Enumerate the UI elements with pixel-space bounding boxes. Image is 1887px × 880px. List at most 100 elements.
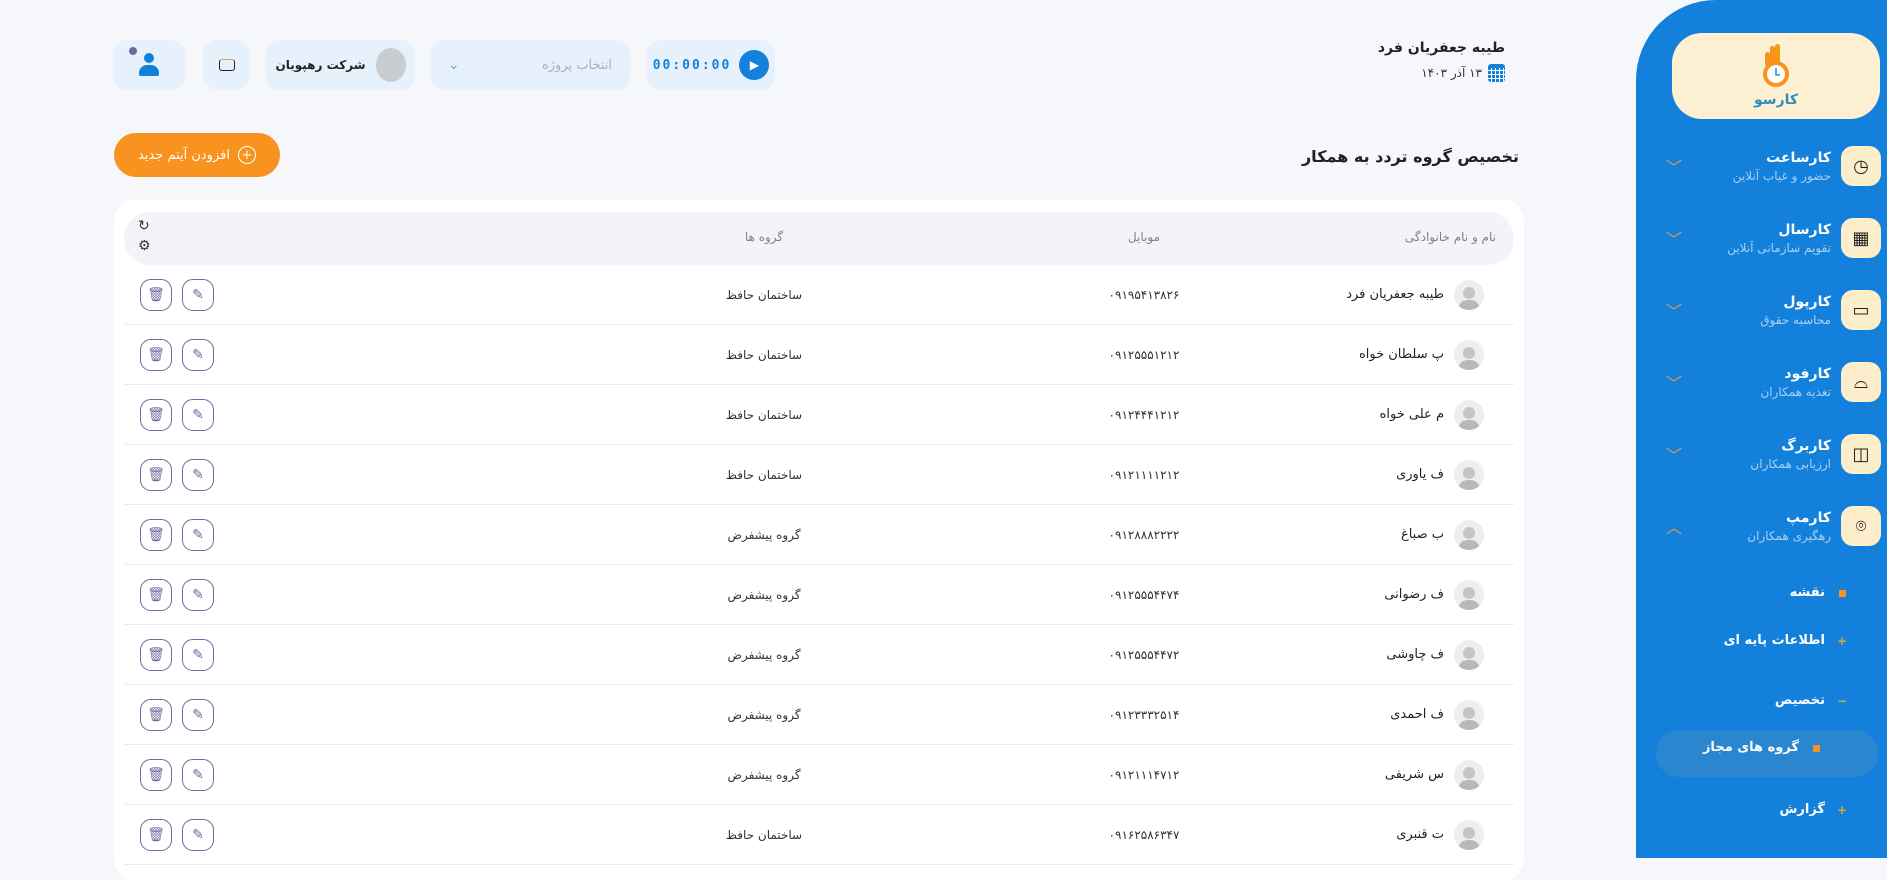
company-switcher[interactable]: شرکت رهپویان: [266, 40, 415, 90]
table-row: م علی خواه ۰۹۱۲۴۴۴۱۲۱۲ ساختمان حافظ 🗑 ✎: [124, 385, 1514, 445]
pencil-icon: ✎: [192, 527, 204, 543]
logo[interactable]: کارسو: [1672, 33, 1880, 119]
chevron-down-icon[interactable]: ﹀: [1665, 374, 1682, 393]
avatar: [1454, 820, 1484, 850]
delete-button[interactable]: 🗑: [140, 579, 172, 611]
plus-icon: +: [1836, 633, 1847, 648]
refresh-icon[interactable]: ↻: [138, 218, 150, 234]
edit-button[interactable]: ✎: [182, 699, 214, 731]
delete-button[interactable]: 🗑: [140, 519, 172, 551]
company-name: شرکت رهپویان: [275, 58, 366, 72]
table-row: طیبه جعفریان فرد ۰۹۱۹۵۴۱۳۸۲۶ ساختمان حاف…: [124, 265, 1514, 325]
sidebar-item-0[interactable]: ◷ کارساعت حضور و غیاب آنلاین ﹀: [1651, 142, 1881, 190]
chevron-down-icon[interactable]: ﹀: [1665, 446, 1682, 465]
employee-name: ف احمدی: [1390, 706, 1444, 722]
avatar: [1454, 460, 1484, 490]
sidebar-subitem-3[interactable]: گروه های مجاز: [1703, 740, 1821, 755]
play-icon[interactable]: ▶: [739, 50, 770, 80]
company-logo-icon: [375, 48, 406, 82]
money-icon: ▭: [1841, 290, 1881, 330]
employee-group: گروه پیشفرض: [727, 768, 801, 782]
employee-mobile: ۰۹۱۶۲۵۸۶۳۴۷: [1108, 828, 1180, 842]
sidebar-item-3[interactable]: ⌓ کارفود تغذیه همکاران ﹀: [1651, 358, 1881, 406]
trash-icon: 🗑: [147, 587, 165, 603]
employee-name: س شریفی: [1384, 766, 1444, 782]
sidebar-item-subtitle: ارزیابی همکاران: [1750, 456, 1831, 471]
edit-button[interactable]: ✎: [182, 639, 214, 671]
sidebar-item-title: کارفود: [1784, 365, 1831, 382]
avatar: [1454, 580, 1484, 610]
profile-button[interactable]: [113, 40, 185, 90]
sidebar-item-subtitle: محاسبه حقوق: [1760, 312, 1831, 327]
employee-group: ساختمان حافظ: [725, 348, 803, 362]
column-mobile: موبایل: [1127, 230, 1161, 244]
employee-mobile: ۰۹۱۲۴۴۴۱۲۱۲: [1108, 408, 1180, 422]
trash-icon: 🗑: [147, 407, 165, 423]
project-select[interactable]: ⌄ انتخاب پروژه: [430, 40, 630, 90]
pencil-icon: ✎: [192, 287, 204, 303]
chevron-down-icon[interactable]: ﹀: [1665, 302, 1682, 321]
trash-icon: 🗑: [147, 707, 165, 723]
sidebar-item-1[interactable]: ▦ کارسال تقویم سازمانی آنلاین ﹀: [1651, 214, 1881, 262]
sidebar-subitem-1[interactable]: + اطلاعات پایه ای: [1724, 633, 1847, 648]
bullet-icon: [1811, 741, 1821, 755]
edit-button[interactable]: ✎: [182, 339, 214, 371]
sidebar-subitem-0[interactable]: نقشه: [1790, 585, 1847, 600]
delete-button[interactable]: 🗑: [140, 279, 172, 311]
delete-button[interactable]: 🗑: [140, 699, 172, 731]
chevron-down-icon[interactable]: ﹀: [1665, 158, 1682, 177]
notification-dot: [129, 47, 137, 55]
employee-group: گروه پیشفرض: [727, 588, 801, 602]
delete-button[interactable]: 🗑: [140, 399, 172, 431]
sidebar-subitem-label: گروه های مجاز: [1702, 740, 1799, 755]
edit-button[interactable]: ✎: [182, 399, 214, 431]
sidebar-item-title: کاربرگ: [1781, 437, 1831, 454]
edit-button[interactable]: ✎: [182, 759, 214, 791]
user-name: طیبه جعفریان فرد: [1377, 40, 1505, 56]
sidebar-subitem-2[interactable]: − تخصیص: [1775, 693, 1847, 708]
edit-button[interactable]: ✎: [182, 519, 214, 551]
sidebar-item-2[interactable]: ▭ کارپول محاسبه حقوق ﹀: [1651, 286, 1881, 334]
avatar: [1454, 340, 1484, 370]
clock-icon: ◷: [1841, 146, 1881, 186]
add-item-button[interactable]: + افزودن آیتم جدید: [114, 133, 280, 177]
table-row: ت قنبری ۰۹۱۶۲۵۸۶۳۴۷ ساختمان حافظ 🗑 ✎: [124, 805, 1514, 865]
sidebar-subitem-label: تخصیص: [1774, 693, 1825, 708]
employee-name: ت قنبری: [1396, 826, 1444, 842]
employee-group: گروه پیشفرض: [727, 528, 801, 542]
pencil-icon: ✎: [192, 467, 204, 483]
sidebar-item-5[interactable]: ⌾ کارمپ رهگیری همکاران ︿: [1651, 502, 1881, 550]
delete-button[interactable]: 🗑: [140, 639, 172, 671]
employee-name: پ سلطان خواه: [1358, 346, 1444, 362]
table-header: نام و نام خانوادگی موبایل گروه ها ↻ ⚙: [124, 212, 1514, 265]
delete-button[interactable]: 🗑: [140, 759, 172, 791]
employee-group: گروه پیشفرض: [727, 708, 801, 722]
sidebar-item-title: کارپول: [1783, 293, 1831, 310]
timer[interactable]: 00:00:00 ▶: [647, 40, 775, 90]
sidebar-subitem-label: اطلاعات پایه ای: [1723, 633, 1825, 648]
delete-button[interactable]: 🗑: [140, 339, 172, 371]
employee-name: ف چاوشی: [1386, 646, 1444, 662]
edit-button[interactable]: ✎: [182, 819, 214, 851]
trash-icon: 🗑: [147, 767, 165, 783]
edit-button[interactable]: ✎: [182, 279, 214, 311]
employee-name: ف یاوری: [1396, 466, 1444, 482]
sidebar-subitem-4[interactable]: + گزارش: [1779, 802, 1847, 817]
chevron-up-icon[interactable]: ︿: [1665, 518, 1682, 537]
delete-button[interactable]: 🗑: [140, 819, 172, 851]
pencil-icon: ✎: [192, 707, 204, 723]
edit-button[interactable]: ✎: [182, 459, 214, 491]
trash-icon: 🗑: [147, 467, 165, 483]
sidebar-item-subtitle: تقویم سازمانی آنلاین: [1727, 240, 1831, 255]
employee-name: م علی خواه: [1379, 406, 1444, 422]
add-item-label: افزودن آیتم جدید: [138, 147, 230, 163]
messages-button[interactable]: [203, 40, 250, 90]
table-card: نام و نام خانوادگی موبایل گروه ها ↻ ⚙ طی…: [114, 200, 1524, 880]
edit-button[interactable]: ✎: [182, 579, 214, 611]
sidebar-item-4[interactable]: ◫ کاربرگ ارزیابی همکاران ﹀: [1651, 430, 1881, 478]
active-item-highlight: [1656, 730, 1878, 777]
sidebar-item-title: کارساعت: [1766, 149, 1831, 166]
settings-gear-icon[interactable]: ⚙: [138, 238, 151, 254]
delete-button[interactable]: 🗑: [140, 459, 172, 491]
chevron-down-icon[interactable]: ﹀: [1665, 230, 1682, 249]
